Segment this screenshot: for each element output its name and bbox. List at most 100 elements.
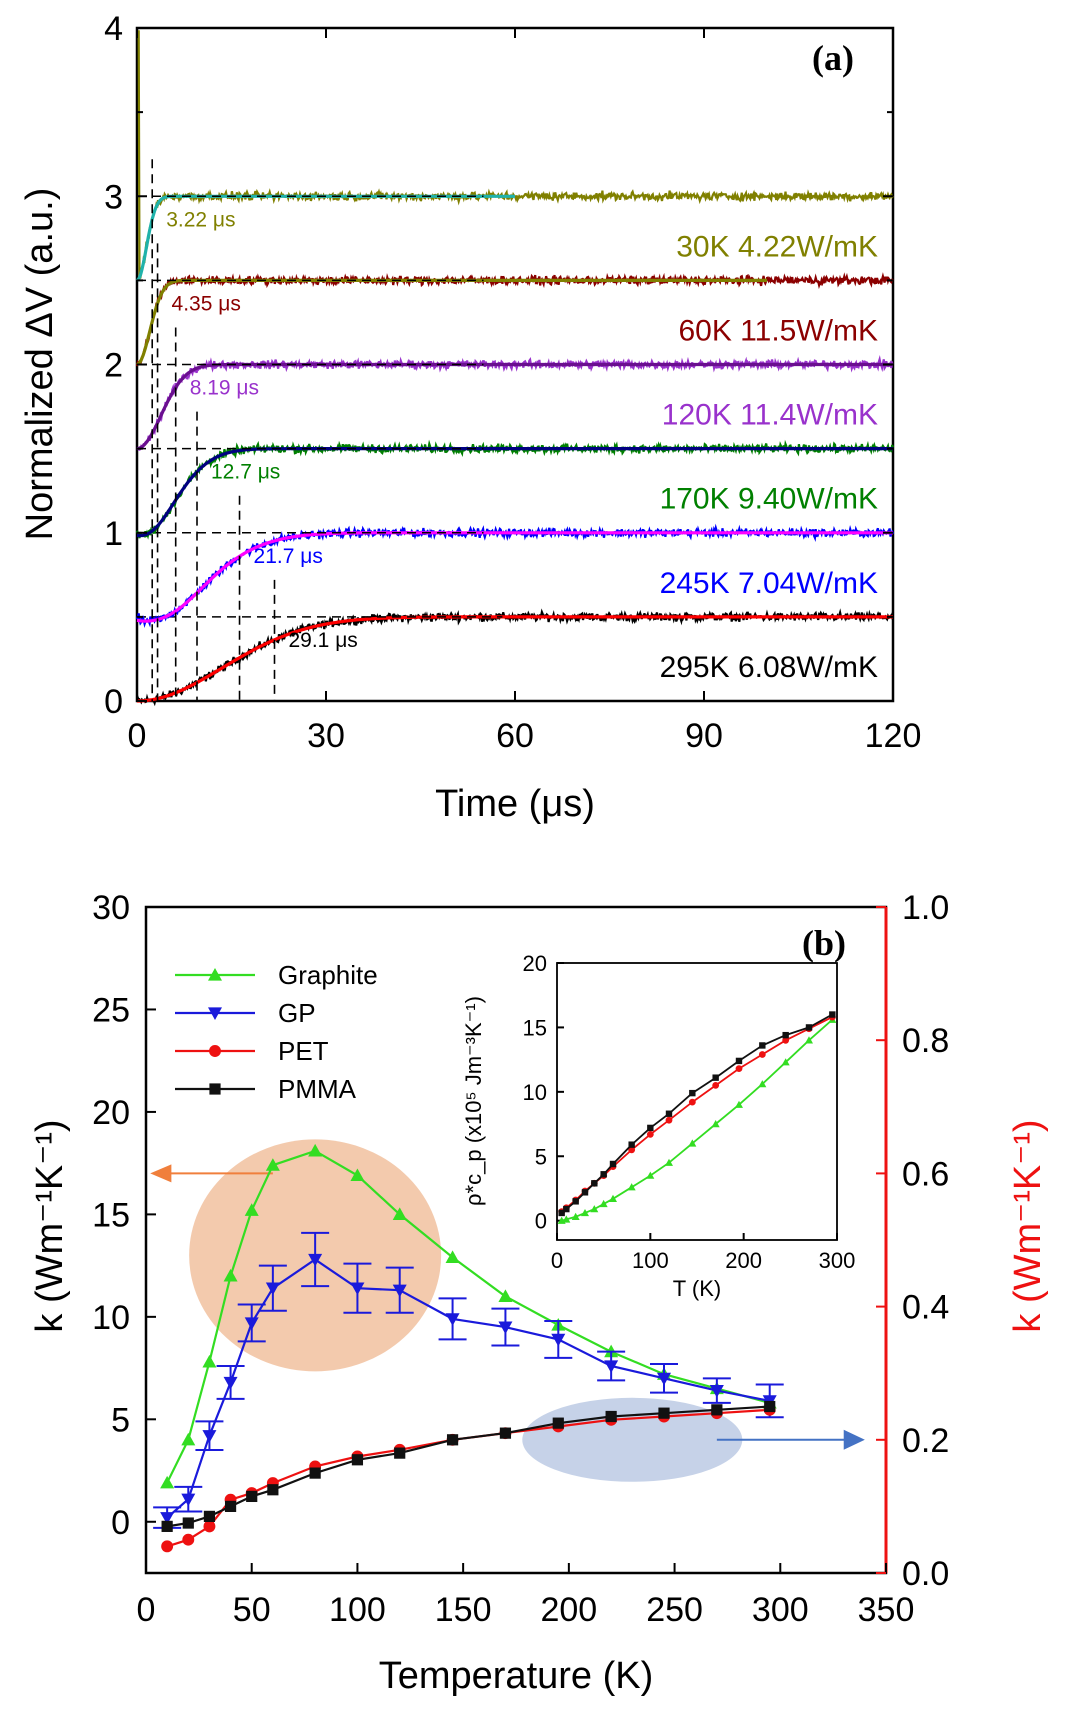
panel-b-right-y-tick-label: 0.8: [902, 1022, 949, 1060]
panel-b-point-graphite: [202, 1354, 217, 1368]
inset-point-graphite: [805, 1036, 813, 1044]
panel-a-series-layer: 295K 6.08W/mK 29.1 μs 245K 7.04W/mK 21.7 μs…: [135, 30, 895, 707]
panel-b-x-tick-label: 100: [329, 1591, 386, 1629]
panel-b-left-y-tick-label: 30: [92, 889, 130, 927]
panel-b-point-gp: [350, 1282, 365, 1296]
panel-b-point-pmma: [499, 1427, 512, 1439]
panel-b-point-pet: [203, 1520, 216, 1533]
panel-b-point-graphite: [244, 1203, 259, 1216]
panel-b-point-graphite: [308, 1143, 323, 1157]
legend-label-pmma: PMMA: [278, 1074, 357, 1104]
inset-point-graphite: [599, 1199, 608, 1208]
inset-y-tick-label: 15: [523, 1015, 547, 1040]
panel-a-series-label-245k: 245K 7.04W/mK: [660, 567, 878, 600]
legend-marker-graphite: [208, 968, 222, 981]
panel-a-ticks: 0 30 60 90 120 0 1 2 3 4: [104, 10, 921, 755]
inset-point-pet: [646, 1130, 654, 1138]
inset-point-pet: [782, 1036, 790, 1044]
inset-point-pmma: [628, 1141, 635, 1148]
panel-a-x-tick-label: 120: [865, 717, 922, 755]
panel-a-series-label-120k: 120K 11.4W/mK: [662, 399, 878, 432]
panel-a-series-245k: 245K 7.04W/mK 21.7 μs: [135, 495, 895, 701]
panel-b-line-graphite: [166, 1149, 770, 1484]
panel-b-point-pet: [161, 1540, 174, 1553]
inset-point-graphite: [646, 1171, 655, 1179]
panel-b-point-pmma: [351, 1454, 364, 1466]
panel-b-left-y-tick-label: 15: [92, 1196, 130, 1234]
panel-b-x-tick-label: 150: [435, 1591, 492, 1629]
inset-point-pmma: [591, 1180, 598, 1187]
panel-b-x-axis-label: Temperature (K): [379, 1655, 654, 1697]
panel-b-line-gp: [166, 1258, 770, 1519]
inset-point-pmma: [558, 1209, 565, 1217]
panel-b-point-pmma: [552, 1417, 564, 1429]
inset-point-graphite: [781, 1058, 790, 1066]
panel-b-point-gp: [265, 1282, 280, 1296]
inset-y-axis-label: ρ*c_p (x10⁵ Jm⁻³K⁻¹): [461, 996, 486, 1206]
inset-x-tick-label: 200: [725, 1248, 762, 1273]
inset-point-pmma: [759, 1042, 766, 1049]
inset-y-tick-label: 20: [523, 951, 547, 976]
inset-plot-frame: [556, 962, 838, 1241]
panel-b-x-tick-label: 300: [752, 1591, 809, 1629]
inset-series-layer: 0 100 200 300 0 5 10 15 20: [523, 951, 856, 1273]
panel-b-point-pmma: [394, 1447, 406, 1459]
panel-b-point-pmma: [182, 1517, 194, 1529]
inset-x-axis-label: T (K): [673, 1276, 721, 1301]
panel-b-point-pmma: [224, 1500, 237, 1512]
panel-a-series-label-170k: 170K 9.40W/mK: [660, 483, 878, 516]
panel-a-y-tick-label: 0: [104, 683, 123, 721]
inset-point-graphite: [665, 1158, 673, 1166]
panel-b-point-pmma: [267, 1484, 279, 1496]
panel-b-point-gp: [202, 1430, 217, 1443]
inset-x-tick-label: 300: [819, 1248, 856, 1273]
panel-b-left-y-tick-label: 20: [92, 1094, 130, 1132]
panel-a-char-time-label-60k: 4.35 μs: [172, 292, 241, 315]
panel-b-right-axis-highlight-ellipse: [522, 1397, 743, 1482]
panel-b-point-gp: [223, 1376, 238, 1390]
panel-a-y-tick-label: 3: [104, 178, 123, 216]
panel-b-point-pmma: [246, 1490, 258, 1503]
panel-b-x-tick-label: 350: [858, 1591, 915, 1629]
inset-point-pet: [665, 1116, 673, 1124]
panel-b-x-tick-label: 50: [233, 1591, 271, 1629]
panel-b-point-pmma: [605, 1410, 617, 1423]
inset-point-pet: [735, 1065, 743, 1073]
panel-b-point-gp: [160, 1512, 175, 1525]
inset-point-pet: [628, 1146, 636, 1154]
panel-b-point-gp: [445, 1313, 460, 1326]
inset-x-tick-label: 100: [632, 1248, 669, 1273]
panel-b-point-graphite: [160, 1475, 175, 1489]
inset-point-pmma: [829, 1011, 836, 1018]
panel-b-point-gp: [604, 1360, 619, 1374]
inset-line-graphite: [561, 1019, 833, 1222]
panel-a-x-tick-label: 30: [307, 717, 345, 755]
panel-b-right-y-tick-label: 0.4: [902, 1289, 949, 1327]
panel-b-right-arrow-head: [843, 1429, 865, 1450]
panel-a-series-295k: 295K 6.08W/mK 29.1 μs: [135, 579, 895, 707]
panel-a-series-170k: 170K 9.40W/mK 12.7 μs: [135, 411, 895, 701]
panel-a-char-time-label-245k: 21.7 μs: [254, 545, 323, 568]
panel-b-point-gp: [181, 1493, 196, 1507]
panel-a-char-time-label-120k: 8.19 μs: [190, 377, 259, 400]
inset-point-graphite: [571, 1212, 580, 1221]
panel-b-point-gp: [709, 1385, 724, 1398]
panel-a-x-tick-label: 90: [685, 717, 723, 755]
inset-point-pmma: [572, 1198, 579, 1205]
panel-b-ticks: 0 50 100 150 200 250 300 3500510152025300.00.20…: [92, 889, 949, 1629]
inset-series-graphite: [557, 1015, 837, 1224]
panel-b-chart: 0 50 100 150 200 250 300 3500510152025300.00.20…: [29, 889, 1049, 1697]
panel-a-series-60k: 60K 11.5W/mK 4.35 μs: [135, 243, 894, 701]
panel-b-left-y-axis-label: k (Wm⁻¹K⁻¹): [29, 1119, 71, 1332]
panel-b-right-y-tick-label: 1.0: [902, 889, 949, 927]
inset-line-pmma: [561, 1013, 833, 1214]
inset-y-tick-label: 5: [535, 1144, 547, 1169]
inset-y-tick-label: 0: [535, 1209, 547, 1234]
inset-point-graphite: [735, 1100, 743, 1108]
panel-a-series-120k: 120K 11.4W/mK 8.19 μs: [136, 327, 894, 701]
panel-a-chart: 295K 6.08W/mK 29.1 μs 245K 7.04W/mK 21.7 μs…: [19, 10, 921, 825]
inset-point-pmma: [609, 1160, 617, 1168]
inset-point-graphite: [562, 1215, 571, 1223]
panel-b-point-graphite: [445, 1250, 460, 1264]
